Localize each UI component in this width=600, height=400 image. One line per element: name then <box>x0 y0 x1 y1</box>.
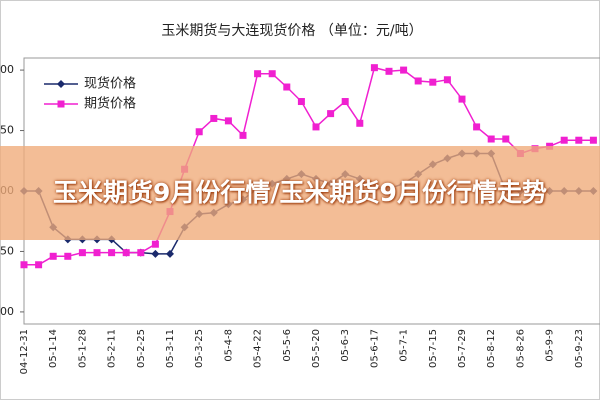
data-point <box>283 83 291 91</box>
x-tick-label: 05-2-25 <box>136 329 147 368</box>
x-tick-label: 05-3-11 <box>165 329 176 368</box>
data-point <box>560 136 568 144</box>
x-tick-label: 05-1-28 <box>77 329 88 368</box>
x-tick-label: 05-9-9 <box>545 329 556 362</box>
legend-marker <box>57 80 65 88</box>
data-point <box>268 70 276 78</box>
x-tick-label: 05-7-15 <box>428 329 439 368</box>
data-point <box>487 135 495 143</box>
x-tick-label: 05-4-8 <box>223 329 234 362</box>
x-tick-label: 05-9-23 <box>574 329 585 368</box>
data-point <box>254 70 262 78</box>
x-tick-label: 05-7-1 <box>399 329 410 362</box>
data-point <box>502 135 510 143</box>
data-point <box>64 252 72 260</box>
data-point <box>341 98 349 106</box>
legend-label: 现货价格 <box>84 76 136 92</box>
banner-title: 玉米期货9月份行情/玉米期货9月份行情走势 <box>53 178 547 207</box>
data-point <box>575 136 583 144</box>
banner: 玉米期货9月份行情/玉米期货9月份行情走势 <box>0 146 600 240</box>
data-point <box>137 249 145 257</box>
x-tick-label: 05-6-3 <box>340 329 351 362</box>
data-point <box>35 261 43 269</box>
x-tick-label: 05-2-11 <box>107 329 118 368</box>
legend-bg <box>40 95 158 113</box>
legend-label: 期货价格 <box>84 96 136 112</box>
data-point <box>224 117 232 125</box>
data-point <box>385 67 393 75</box>
legend-marker <box>57 100 65 108</box>
y-tick-label: 1250 <box>0 124 14 137</box>
y-tick-label: 1300 <box>0 63 14 76</box>
data-point <box>312 123 320 131</box>
x-tick-label: 05-5-20 <box>311 329 322 368</box>
data-point <box>370 64 378 72</box>
x-tick-label: 05-7-29 <box>457 329 468 368</box>
data-point <box>195 128 203 136</box>
data-point <box>400 66 408 74</box>
data-point <box>210 114 218 122</box>
x-tick-label: 05-8-26 <box>515 329 526 368</box>
data-point <box>414 77 422 85</box>
data-point <box>93 249 101 257</box>
x-tick-label: 05-5-6 <box>282 329 293 362</box>
series-line <box>24 66 594 266</box>
data-point <box>473 123 481 131</box>
x-tick-label: 05-8-12 <box>486 329 497 368</box>
x-tick-label: 05-6-17 <box>369 329 380 368</box>
data-point <box>458 95 466 103</box>
data-point <box>20 261 28 269</box>
data-point <box>151 249 160 258</box>
data-point <box>429 78 437 86</box>
data-point <box>239 131 247 139</box>
x-tick-label: 04-12-31 <box>19 329 30 374</box>
data-point <box>122 249 130 257</box>
data-point <box>356 119 364 127</box>
data-point <box>78 249 86 257</box>
data-point <box>589 136 597 144</box>
data-point <box>297 98 305 106</box>
y-tick-label: 1150 <box>0 244 14 257</box>
x-tick-label: 05-4-22 <box>253 329 264 368</box>
chart-title: 玉米期货与大连现货价格 （单位：元/吨） <box>161 22 422 39</box>
x-tick-label: 05-3-25 <box>194 329 205 368</box>
data-point <box>327 110 335 118</box>
data-point <box>443 76 451 84</box>
data-point <box>108 249 116 257</box>
data-point <box>166 249 174 258</box>
data-point <box>151 240 159 248</box>
y-tick-label: 1100 <box>0 305 14 318</box>
x-tick-label: 05-1-14 <box>48 329 59 368</box>
legend-bg <box>40 75 158 93</box>
data-point <box>49 252 57 260</box>
